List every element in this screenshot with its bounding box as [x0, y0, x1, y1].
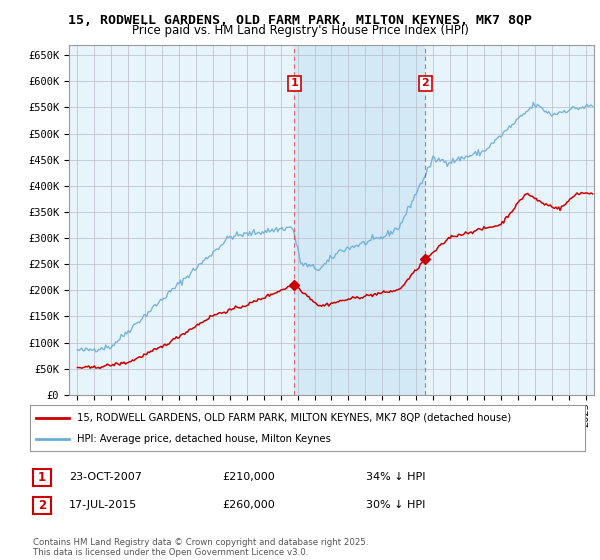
Text: 2: 2 [38, 498, 46, 512]
Text: HPI: Average price, detached house, Milton Keynes: HPI: Average price, detached house, Milt… [77, 435, 331, 444]
Text: 1: 1 [38, 470, 46, 484]
Text: 1: 1 [290, 78, 298, 88]
Text: 17-JUL-2015: 17-JUL-2015 [69, 500, 137, 510]
Text: 34% ↓ HPI: 34% ↓ HPI [366, 472, 425, 482]
Bar [295, 45, 425, 395]
Text: £210,000: £210,000 [222, 472, 275, 482]
Text: Contains HM Land Registry data © Crown copyright and database right 2025.
This d: Contains HM Land Registry data © Crown c… [33, 538, 368, 557]
Text: 30% ↓ HPI: 30% ↓ HPI [366, 500, 425, 510]
Text: 15, RODWELL GARDENS, OLD FARM PARK, MILTON KEYNES, MK7 8QP (detached house): 15, RODWELL GARDENS, OLD FARM PARK, MILT… [77, 413, 511, 423]
Text: Price paid vs. HM Land Registry's House Price Index (HPI): Price paid vs. HM Land Registry's House … [131, 24, 469, 37]
Text: 23-OCT-2007: 23-OCT-2007 [69, 472, 142, 482]
Text: 2: 2 [421, 78, 429, 88]
Text: 15, RODWELL GARDENS, OLD FARM PARK, MILTON KEYNES, MK7 8QP: 15, RODWELL GARDENS, OLD FARM PARK, MILT… [68, 14, 532, 27]
Text: £260,000: £260,000 [222, 500, 275, 510]
